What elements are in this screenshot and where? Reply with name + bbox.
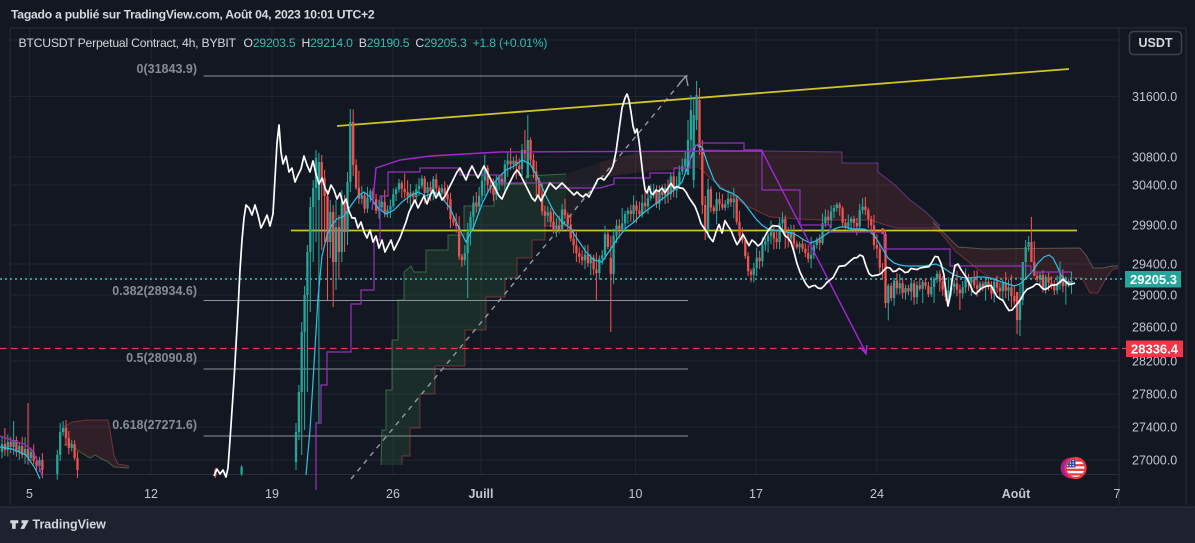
- svg-text:30400.0: 30400.0: [1132, 179, 1177, 193]
- svg-text:28600.0: 28600.0: [1132, 321, 1177, 335]
- svg-text:27800.0: 27800.0: [1132, 388, 1177, 402]
- svg-text:19: 19: [265, 487, 279, 501]
- svg-text:29205.3: 29205.3: [1130, 272, 1177, 287]
- svg-text:29000.0: 29000.0: [1132, 289, 1177, 303]
- svg-text:29900.0: 29900.0: [1132, 219, 1177, 233]
- svg-text:0.618(27271.6): 0.618(27271.6): [112, 418, 197, 432]
- svg-text:29400.0: 29400.0: [1132, 258, 1177, 272]
- svg-text:28200.0: 28200.0: [1132, 355, 1177, 369]
- svg-text:7: 7: [1114, 487, 1121, 501]
- svg-text:0.382(28934.6): 0.382(28934.6): [112, 284, 197, 298]
- svg-text:10: 10: [629, 487, 643, 501]
- svg-text:26: 26: [386, 487, 400, 501]
- svg-text:0(31843.9): 0(31843.9): [137, 62, 197, 76]
- svg-text:27000.0: 27000.0: [1132, 454, 1177, 468]
- svg-text:Tagado a publié sur TradingVie: Tagado a publié sur TradingView.com, Aoû…: [11, 8, 375, 22]
- svg-text:24: 24: [870, 487, 884, 501]
- svg-text:5: 5: [26, 487, 33, 501]
- svg-text:17: 17: [749, 487, 763, 501]
- svg-text:Août: Août: [1002, 487, 1031, 501]
- svg-text:BTCUSDT Perpetual Contract, 4h: BTCUSDT Perpetual Contract, 4h, BYBIT O29…: [19, 36, 548, 50]
- svg-text:27400.0: 27400.0: [1132, 421, 1177, 435]
- svg-text:12: 12: [144, 487, 158, 501]
- svg-text:0.5(28090.8): 0.5(28090.8): [126, 351, 197, 365]
- svg-text:Juill: Juill: [468, 487, 493, 501]
- svg-text:31600.0: 31600.0: [1132, 90, 1177, 104]
- svg-text:TradingView: TradingView: [33, 518, 107, 532]
- svg-text:USDT: USDT: [1138, 36, 1172, 50]
- svg-text:28336.4: 28336.4: [1131, 342, 1179, 357]
- svg-text:30800.0: 30800.0: [1132, 151, 1177, 165]
